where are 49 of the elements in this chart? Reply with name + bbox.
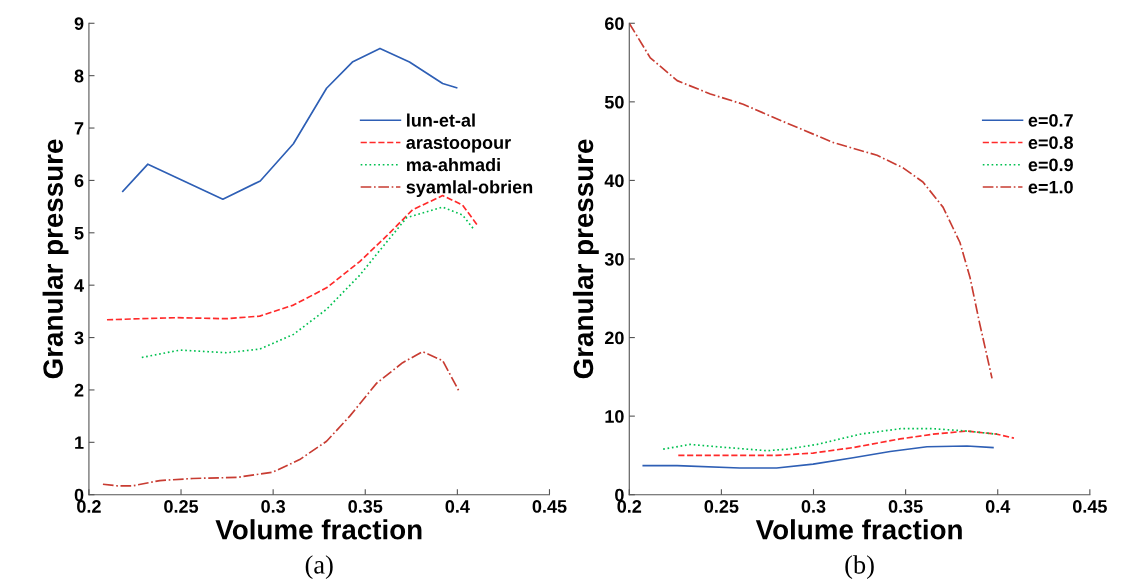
legend-label: lun-et-al bbox=[407, 113, 475, 127]
y-tick-label: 30 bbox=[604, 252, 624, 266]
line-series bbox=[102, 350, 460, 487]
x-tick-label: 0.45 bbox=[532, 500, 567, 513]
line-series bbox=[677, 430, 1015, 457]
text: (a) bbox=[305, 555, 333, 580]
x-tick-label: 0.35 bbox=[888, 500, 923, 513]
legend-label: e=0.7 bbox=[1028, 113, 1073, 127]
y-tick-label: 8 bbox=[74, 69, 84, 83]
line-series bbox=[662, 427, 998, 452]
y-tick-label: 60 bbox=[605, 17, 624, 30]
y-tick-label: 0 bbox=[615, 488, 624, 502]
line-series bbox=[629, 23, 993, 380]
y-tick-label: 10 bbox=[605, 410, 624, 423]
line-series bbox=[642, 445, 994, 469]
y-tick-label: 50 bbox=[604, 95, 624, 109]
x-tick-label: 0.4 bbox=[445, 500, 470, 513]
x-tick-label: 0.25 bbox=[164, 500, 199, 513]
x-tick-label: 0.3 bbox=[261, 500, 286, 513]
x-axis-title: Volume fraction bbox=[755, 519, 962, 540]
y-tick-label: 3 bbox=[74, 331, 84, 345]
x-tick-label: 0.4 bbox=[985, 500, 1011, 513]
x-tick-label: 0.25 bbox=[704, 500, 739, 513]
text: (b) bbox=[845, 555, 874, 580]
y-tick-label: 9 bbox=[74, 17, 84, 30]
x-tick-label: 0.45 bbox=[1072, 500, 1107, 513]
x-tick-label: 0.35 bbox=[348, 500, 383, 513]
legend-label: e=1.0 bbox=[1028, 180, 1073, 194]
legend-label: arastoopour bbox=[406, 137, 511, 153]
y-axis-title: Granular pressure bbox=[572, 139, 599, 379]
y-tick-label: 0 bbox=[74, 488, 84, 502]
y-axis-title: Granular pressure bbox=[42, 139, 69, 379]
legend-label: e=0.8 bbox=[1028, 136, 1074, 149]
x-tick-label: 0.2 bbox=[77, 500, 101, 513]
legend-label: ma-ahmadi bbox=[406, 157, 500, 172]
line-series bbox=[140, 206, 476, 359]
y-tick-label: 6 bbox=[74, 174, 84, 188]
x-tick-label: 0.2 bbox=[617, 500, 642, 513]
x-tick-label: 0.3 bbox=[801, 500, 826, 513]
y-tick-label: 5 bbox=[74, 226, 84, 240]
y-tick-label: 4 bbox=[74, 279, 84, 292]
legend-label: syamlal-obrien bbox=[406, 180, 533, 198]
y-tick-label: 40 bbox=[604, 174, 624, 188]
x-axis-title: Volume fraction bbox=[215, 519, 422, 540]
y-tick-label: 2 bbox=[74, 383, 84, 397]
y-tick-label: 7 bbox=[74, 122, 84, 135]
y-tick-label: 1 bbox=[75, 436, 84, 449]
legend-label: e=0.9 bbox=[1028, 158, 1073, 172]
y-tick-label: 20 bbox=[604, 331, 624, 345]
